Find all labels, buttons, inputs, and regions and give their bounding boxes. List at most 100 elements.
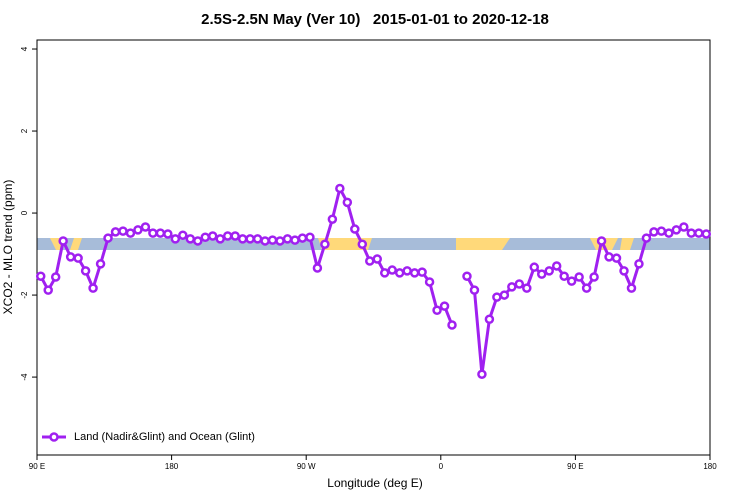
point: [163, 229, 173, 239]
point: [110, 227, 121, 237]
point: [694, 228, 704, 238]
series-line: [39, 186, 707, 376]
point: [365, 256, 375, 266]
land-band: [620, 238, 634, 250]
point: [649, 227, 659, 237]
point: [35, 271, 46, 281]
point: [551, 261, 562, 271]
point: [80, 266, 91, 276]
plot-frame: [36, 39, 711, 456]
point: [88, 283, 98, 293]
x-tick-label: 90 E: [29, 462, 45, 471]
point: [327, 214, 338, 224]
point: [544, 266, 554, 276]
chart-title: 2.5S-2.5N May (Ver 10) 2015-01-01 to 202…: [201, 11, 549, 28]
point: [529, 262, 540, 272]
point: [394, 268, 405, 278]
point: [372, 254, 382, 264]
x-tick-label: 0: [439, 462, 444, 471]
point: [514, 279, 525, 289]
point: [507, 282, 517, 292]
point: [50, 272, 61, 282]
point: [58, 236, 68, 246]
point: [252, 234, 263, 244]
point: [335, 183, 345, 194]
point: [170, 234, 181, 244]
point: [641, 233, 652, 243]
point: [559, 271, 569, 281]
point: [619, 266, 629, 276]
point: [103, 233, 113, 243]
y-tick-label: 0: [20, 210, 29, 215]
point: [73, 253, 83, 263]
y-tick-label: -2: [20, 291, 29, 299]
point: [484, 314, 495, 325]
point: [664, 228, 674, 238]
point: [462, 271, 472, 281]
x-tick-label: 90 E: [567, 462, 583, 471]
point: [671, 225, 682, 235]
point: [679, 222, 689, 232]
point: [492, 292, 502, 302]
point: [604, 252, 614, 262]
point: [245, 234, 255, 244]
point: [305, 232, 315, 242]
land-band: [456, 238, 510, 250]
point: [125, 228, 136, 238]
point: [522, 283, 532, 293]
point: [320, 239, 330, 249]
point: [596, 236, 607, 246]
point: [537, 269, 547, 279]
point: [499, 290, 510, 300]
point: [656, 226, 667, 236]
point: [200, 232, 210, 242]
y-axis-label: XCO2 - MLO trend (ppm): [1, 180, 15, 315]
point: [424, 277, 435, 287]
point: [387, 265, 397, 275]
point: [312, 263, 323, 273]
point: [297, 233, 308, 243]
point: [260, 236, 270, 246]
point: [193, 236, 203, 246]
point: [275, 236, 285, 246]
y-tick-label: 2: [20, 128, 29, 133]
point: [215, 234, 225, 244]
point: [178, 230, 188, 240]
point: [65, 252, 76, 262]
x-tick-label: 180: [165, 462, 179, 471]
point: [447, 320, 457, 330]
point: [581, 283, 592, 293]
y-tick-label: 4: [20, 46, 29, 51]
point: [118, 226, 128, 236]
point: [686, 228, 697, 238]
point: [589, 272, 599, 282]
point: [701, 229, 712, 239]
point: [230, 231, 240, 241]
point: [439, 301, 450, 311]
point: [432, 305, 442, 315]
point: [95, 259, 106, 269]
point: [350, 224, 360, 234]
point: [140, 222, 151, 232]
point: [402, 266, 412, 276]
point: [185, 234, 196, 244]
legend-marker: [49, 432, 59, 442]
x-axis-label: Longitude (deg E): [327, 476, 422, 490]
point: [357, 239, 368, 249]
point: [634, 259, 644, 269]
point: [477, 369, 487, 379]
point: [222, 231, 233, 241]
point: [267, 235, 278, 245]
point: [342, 197, 353, 208]
point: [43, 285, 53, 295]
x-tick-label: 180: [703, 462, 717, 471]
y-tick-label: -4: [20, 373, 29, 381]
x-tick-label: 90 W: [297, 462, 316, 471]
point: [611, 253, 622, 263]
point: [237, 234, 248, 244]
point: [155, 228, 166, 238]
point: [409, 268, 420, 278]
point: [379, 268, 390, 278]
land-band: [70, 238, 82, 250]
